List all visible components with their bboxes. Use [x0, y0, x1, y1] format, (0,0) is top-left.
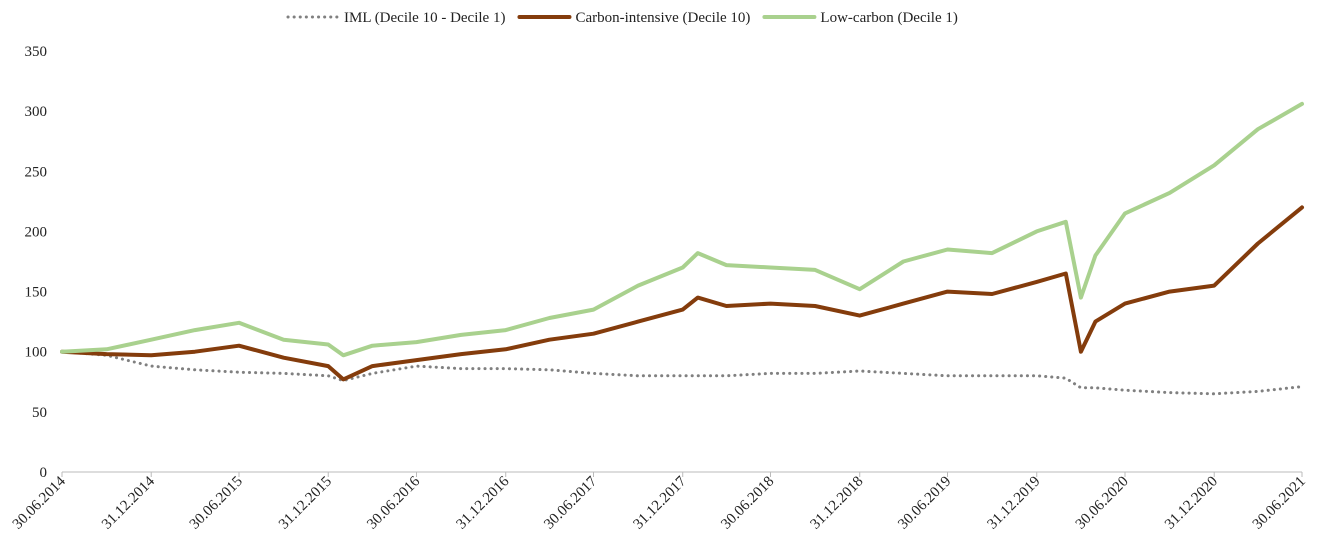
- y-tick-label: 250: [25, 164, 48, 180]
- x-tick-label: 30.06.2018: [718, 474, 777, 533]
- x-tick-label: 30.06.2019: [895, 474, 954, 533]
- x-tick-label: 30.06.2016: [364, 473, 423, 532]
- legend-label: Carbon-intensive (Decile 10): [575, 10, 750, 26]
- y-tick-label: 150: [25, 285, 48, 301]
- series-line: [60, 101, 1304, 358]
- x-tick-label: 30.06.2021: [1250, 474, 1309, 533]
- x-tick-label: 30.06.2014: [10, 473, 69, 532]
- x-tick-label: 30.06.2015: [187, 474, 246, 533]
- x-tick-label: 31.12.2017: [631, 473, 690, 532]
- x-tick-label: 30.06.2017: [541, 473, 600, 532]
- y-tick-label: 100: [25, 345, 48, 361]
- legend: IML (Decile 10 - Decile 1) Carbon-intensi…: [286, 10, 958, 26]
- x-tick-label: 31.12.2015: [276, 474, 335, 533]
- x-tick-label: 31.12.2014: [99, 473, 158, 532]
- x-tick-label: 30.06.2020: [1073, 474, 1132, 533]
- y-tick-label: 50: [32, 405, 47, 421]
- y-tick-label: 0: [40, 465, 48, 481]
- legend-label: IML (Decile 10 - Decile 1): [344, 10, 505, 26]
- x-tick-label: 31.12.2016: [454, 473, 513, 532]
- series-line: [60, 350, 1304, 396]
- legend-label: Low-carbon (Decile 1): [820, 10, 957, 26]
- y-tick-label: 350: [25, 44, 48, 60]
- x-tick-label: 31.12.2020: [1162, 474, 1221, 533]
- y-tick-label: 200: [25, 224, 48, 240]
- x-tick-label: 31.12.2018: [808, 474, 867, 533]
- y-tick-label: 300: [25, 104, 48, 120]
- x-tick-label: 31.12.2019: [985, 474, 1044, 533]
- series-line: [60, 205, 1304, 382]
